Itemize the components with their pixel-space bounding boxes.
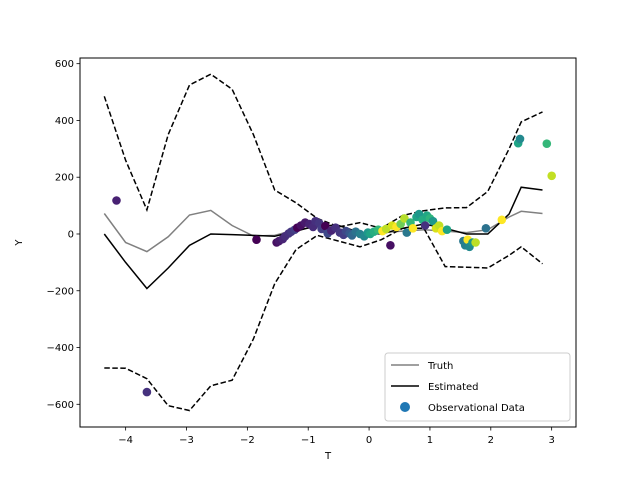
x-tick-label: 3 <box>548 435 554 446</box>
x-tick-label: 1 <box>427 435 433 446</box>
axis-ticks: −4 −3 −2 −1 0 1 2 3 −600 −400 −200 0 200 400 600 <box>47 59 555 446</box>
scatter-point <box>400 214 409 223</box>
scatter-point <box>481 224 491 233</box>
confidence-bound-line-3 <box>104 227 543 412</box>
confidence-bound-line-2 <box>103 73 543 230</box>
scatter-point <box>112 196 121 205</box>
x-tick-label: −1 <box>301 435 316 446</box>
scatter-point <box>420 221 430 230</box>
scatter-point <box>471 238 480 247</box>
y-tick-label: −600 <box>47 400 74 411</box>
x-tick-label: −2 <box>240 435 255 446</box>
scatter-point <box>442 225 452 234</box>
scatter-point <box>142 387 152 397</box>
scatter-point <box>547 171 556 181</box>
scatter-point <box>321 221 330 231</box>
x-tick-label: −4 <box>118 435 133 446</box>
x-axis-label: T <box>324 451 332 462</box>
y-tick-label: −200 <box>47 286 74 297</box>
x-tick-label: −3 <box>179 435 194 446</box>
axes-frame <box>79 57 577 428</box>
y-tick-label: 400 <box>55 116 74 127</box>
legend-observational-marker <box>400 402 410 412</box>
legend: Truth Estimated Observational Data <box>384 352 571 422</box>
x-tick-label: 0 <box>366 435 372 446</box>
scatter-point <box>428 216 438 226</box>
legend-estimated-label: Estimated <box>428 382 479 393</box>
legend-observational-label: Observational Data <box>428 403 525 414</box>
legend-box <box>384 352 571 422</box>
y-tick-label: 600 <box>55 59 74 70</box>
y-axis-label: Y <box>14 239 25 247</box>
scatter-point <box>252 235 261 244</box>
plot-area <box>103 73 556 412</box>
scatter-point <box>497 215 507 225</box>
y-tick-label: 0 <box>68 229 74 240</box>
scatter-point <box>402 228 412 237</box>
scatter-point <box>542 139 552 148</box>
scatter-point <box>386 241 395 250</box>
x-tick-label: 2 <box>488 435 494 446</box>
legend-truth-label: Truth <box>427 361 453 372</box>
scatter-point <box>408 224 418 233</box>
series-line-estimated <box>103 186 543 290</box>
scatter-point <box>515 134 525 144</box>
y-tick-label: −400 <box>47 343 74 354</box>
y-tick-label: 200 <box>55 173 74 184</box>
